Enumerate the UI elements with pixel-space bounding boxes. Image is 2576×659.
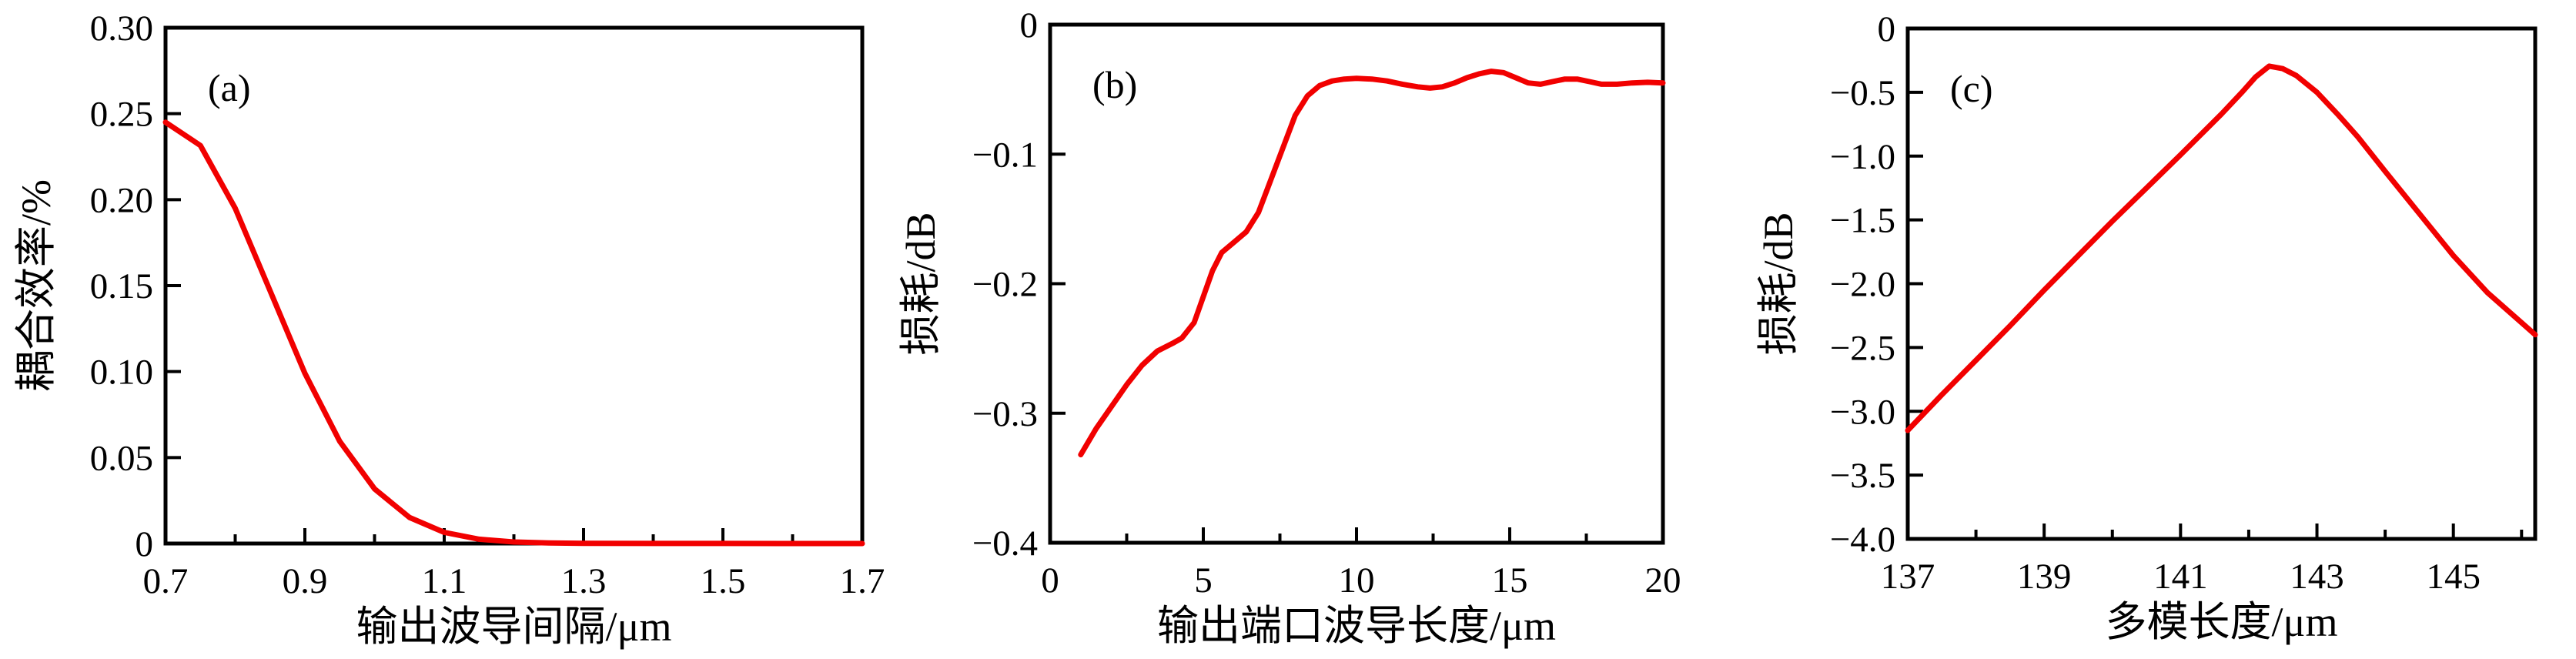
panel-c: 137 139 141 143 145 −4.0 −3.5 −3.0 −2.5 −2.0 −1.5 −… xyxy=(1755,9,2538,645)
panel-c-y-tick-label: −0.5 xyxy=(1830,73,1895,113)
panel-a-y-tick-label: 0.05 xyxy=(90,438,153,478)
panel-b-x-tick-label: 20 xyxy=(1645,560,1681,600)
panel-a-x-tick-label: 1.3 xyxy=(561,561,607,601)
panel-b-y-tick-label: 0 xyxy=(1020,5,1039,45)
panel-a-x-tick-label: 1.1 xyxy=(422,561,467,601)
panel-a-y-tick-label: 0.20 xyxy=(90,180,153,220)
panel-a-x-axis-title: 输出波导间隔/μm xyxy=(356,604,672,650)
panel-a-y-tick-label: 0 xyxy=(135,524,154,564)
panel-c-x-axis-title: 多模长度/μm xyxy=(2106,599,2338,645)
panel-c-y-tick-label: −1.5 xyxy=(1830,201,1895,241)
panel-b-x-tick-label: 5 xyxy=(1194,560,1213,600)
panel-c-y-tick-label: 0 xyxy=(1878,9,1896,49)
panel-c-curve xyxy=(1905,63,2538,433)
panel-a-y-tick-label: 0.25 xyxy=(90,95,153,135)
panel-b-x-tick-label: 15 xyxy=(1492,560,1528,600)
panel-b-y-tick-label: −0.1 xyxy=(972,135,1038,175)
panel-c-y-tick-label: −3.0 xyxy=(1830,392,1895,432)
panel-c-x-tick-label: 139 xyxy=(2017,557,2072,597)
panel-c-x-tick-label: 141 xyxy=(2153,557,2208,597)
panel-b: 0 5 10 15 20 −0.4 −0.3 −0.2 −0.1 0 输出端口波导长度/μm 损耗/d… xyxy=(898,5,1681,649)
panel-b-x-tick-label: 0 xyxy=(1041,560,1059,600)
panel-b-y-axis-title: 损耗/dB xyxy=(898,212,944,355)
panel-b-y-tick-label: −0.4 xyxy=(972,524,1038,564)
panel-c-y-tick-label: −3.5 xyxy=(1830,456,1895,496)
panel-a-letter: (a) xyxy=(208,66,251,109)
panel-a-y-axis-title: 耦合效率/% xyxy=(13,179,59,392)
panel-c-y-axis-title: 损耗/dB xyxy=(1755,212,1802,355)
panel-a-x-tick-label: 1.7 xyxy=(840,561,885,601)
panel-a-x-tick-label: 0.7 xyxy=(143,561,189,601)
panel-b-x-axis-title: 输出端口波导长度/μm xyxy=(1157,603,1556,649)
panel-c-y-tick-label: −2.5 xyxy=(1830,328,1895,368)
panel-c-y-tick-label: −2.0 xyxy=(1830,265,1895,305)
panel-b-y-tick-label: −0.3 xyxy=(972,394,1038,434)
panel-a-y-tick-label: 0.30 xyxy=(90,8,153,49)
panel-b-y-tick-label: −0.2 xyxy=(972,265,1038,305)
panel-c-y-tick-label: −1.0 xyxy=(1830,137,1895,177)
panel-c-x-tick-label: 145 xyxy=(2426,557,2481,597)
panel-c-x-tick-label: 143 xyxy=(2290,557,2344,597)
panel-c-y-tick-label: −4.0 xyxy=(1830,520,1895,560)
panel-a: 0.7 0.9 1.1 1.3 1.5 1.7 0 0.05 0.10 0.15 0.20 0.25 0… xyxy=(13,8,885,650)
panel-c-letter: (c) xyxy=(1950,67,1993,110)
panel-b-x-tick-label: 10 xyxy=(1339,560,1375,600)
panel-a-y-tick-label: 0.10 xyxy=(90,353,153,393)
panel-b-letter: (b) xyxy=(1092,63,1137,106)
panel-a-x-tick-label: 1.5 xyxy=(701,561,746,601)
panel-c-x-tick-label: 137 xyxy=(1881,557,1935,597)
panel-a-y-tick-label: 0.15 xyxy=(90,266,153,306)
panel-a-curve xyxy=(162,119,865,547)
panel-a-x-tick-label: 0.9 xyxy=(283,561,328,601)
panel-b-curve xyxy=(1078,69,1666,458)
panel-b-axes-box xyxy=(1048,22,1665,545)
panel-c-axes-box xyxy=(1905,26,2538,541)
